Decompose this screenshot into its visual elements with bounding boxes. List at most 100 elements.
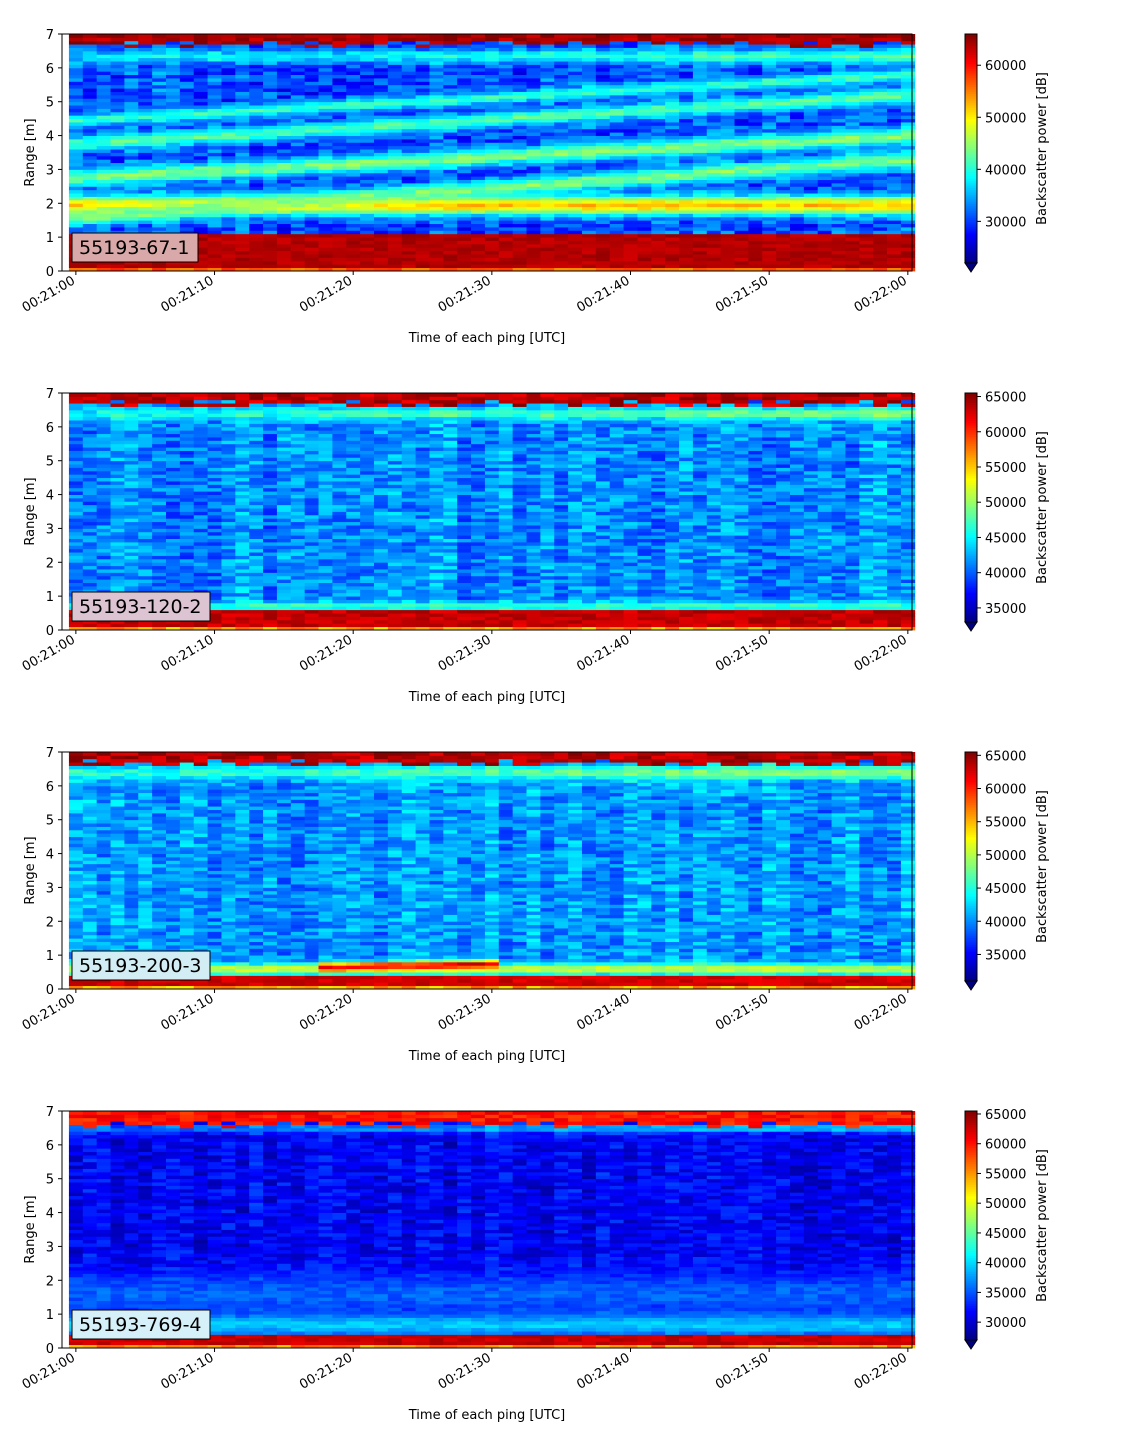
heatmap-cell xyxy=(263,118,278,123)
heatmap-cell xyxy=(887,159,902,164)
heatmap-cell xyxy=(554,179,569,184)
heatmap-cell xyxy=(360,247,375,252)
heatmap-cell xyxy=(179,34,195,38)
heatmap-cell xyxy=(845,34,860,38)
heatmap-cell xyxy=(221,145,236,150)
heatmap-cell xyxy=(82,216,98,221)
heatmap-cell xyxy=(665,267,680,272)
heatmap-cell xyxy=(68,531,84,536)
heatmap-cell xyxy=(110,416,125,421)
heatmap-cell xyxy=(595,176,611,180)
heatmap-cell xyxy=(276,91,292,96)
heatmap-cell xyxy=(124,155,139,160)
heatmap-cell xyxy=(152,223,167,228)
heatmap-cell xyxy=(166,572,181,577)
heatmap-cell xyxy=(401,240,416,245)
heatmap-cell xyxy=(762,91,777,96)
heatmap-cell xyxy=(679,230,694,235)
heatmap-cell xyxy=(290,233,306,238)
colorbar-extend-arrow xyxy=(964,262,978,273)
heatmap-cell xyxy=(346,220,361,224)
heatmap-cell xyxy=(110,135,125,140)
heatmap-cell xyxy=(859,78,874,82)
heatmap-cell xyxy=(623,84,638,89)
heatmap-cell xyxy=(512,213,527,218)
heatmap-cell xyxy=(776,254,791,258)
heatmap-cell xyxy=(623,34,638,38)
heatmap-cell xyxy=(457,122,472,126)
heatmap-cell xyxy=(623,203,638,208)
heatmap-cell xyxy=(554,243,569,248)
heatmap-cell xyxy=(124,199,139,204)
heatmap-cell xyxy=(887,98,902,103)
heatmap-cell xyxy=(803,122,819,126)
heatmap-cell xyxy=(679,193,694,197)
heatmap-cell xyxy=(124,267,139,272)
heatmap-cell xyxy=(166,619,181,624)
heatmap-cell xyxy=(498,74,514,79)
heatmap-cell xyxy=(276,71,292,76)
heatmap-cell xyxy=(124,220,139,224)
heatmap-cell xyxy=(845,115,860,120)
heatmap-cell xyxy=(873,210,888,214)
heatmap-cell xyxy=(873,142,888,147)
heatmap-cell xyxy=(346,105,361,109)
heatmap-cell xyxy=(803,213,819,218)
heatmap-cell xyxy=(276,240,292,245)
heatmap-cell xyxy=(124,206,139,211)
heatmap-cell xyxy=(623,94,638,99)
heatmap-cell xyxy=(776,250,791,255)
heatmap-cell xyxy=(651,67,666,72)
heatmap-cell xyxy=(207,71,222,76)
heatmap-cell xyxy=(387,64,403,69)
heatmap-cell xyxy=(554,237,569,241)
heatmap-cell xyxy=(720,145,735,150)
heatmap-cell xyxy=(110,179,125,184)
heatmap-cell xyxy=(762,54,777,59)
heatmap-cell xyxy=(471,57,486,62)
heatmap-cell xyxy=(290,74,306,79)
heatmap-cell xyxy=(900,61,916,65)
heatmap-cell xyxy=(96,541,111,546)
heatmap-cell xyxy=(82,118,98,123)
heatmap-cell xyxy=(859,128,874,133)
heatmap-cell xyxy=(595,40,611,45)
heatmap-cell xyxy=(831,216,846,221)
heatmap-cell xyxy=(859,240,874,245)
heatmap-cell xyxy=(263,71,278,76)
heatmap-cell xyxy=(471,182,486,187)
heatmap-cell xyxy=(845,125,860,130)
heatmap-cell xyxy=(110,541,125,546)
heatmap-cell xyxy=(789,182,805,187)
heatmap-cell xyxy=(429,74,444,79)
heatmap-cell xyxy=(554,81,569,86)
heatmap-cell xyxy=(457,189,472,194)
heatmap-cell xyxy=(68,582,84,587)
heatmap-cell xyxy=(166,433,181,438)
heatmap-cell xyxy=(276,152,292,157)
heatmap-cell xyxy=(68,44,84,48)
heatmap-cell xyxy=(193,240,208,245)
heatmap-cell xyxy=(651,115,666,120)
heatmap-cell xyxy=(263,233,278,238)
heatmap-cell xyxy=(803,169,819,174)
heatmap-cell xyxy=(96,437,111,441)
heatmap-cell xyxy=(831,47,846,52)
heatmap-cell xyxy=(734,223,749,228)
heatmap-cell xyxy=(637,199,652,204)
heatmap-cell xyxy=(568,149,583,153)
heatmap-cell xyxy=(179,74,195,79)
heatmap-cell xyxy=(373,54,389,59)
heatmap-cell xyxy=(540,50,555,55)
heatmap-cell xyxy=(665,34,680,38)
heatmap-cell xyxy=(346,155,361,160)
heatmap-cell xyxy=(124,497,139,502)
heatmap-cell xyxy=(387,98,403,103)
heatmap-cell xyxy=(415,47,430,52)
heatmap-cell xyxy=(789,240,805,245)
heatmap-cell xyxy=(900,213,916,218)
heatmap-cell xyxy=(346,101,361,106)
heatmap-cell xyxy=(498,240,514,245)
heatmap-cell xyxy=(276,226,292,231)
heatmap-cell xyxy=(457,81,472,86)
